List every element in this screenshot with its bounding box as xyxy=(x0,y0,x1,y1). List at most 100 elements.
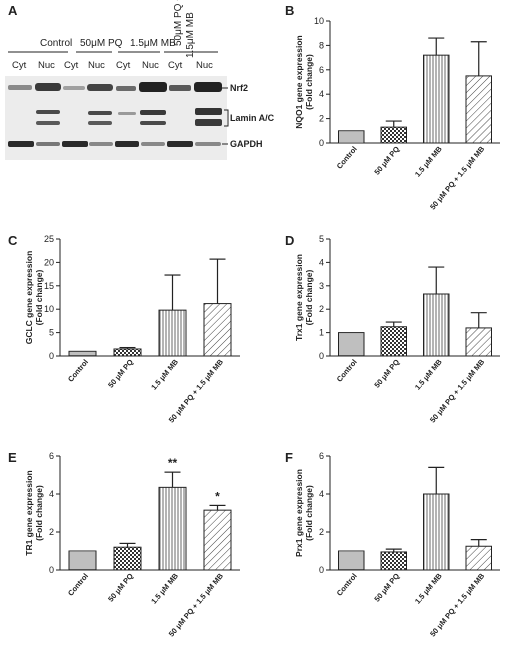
x-tick-label: 1.5 μM MB xyxy=(413,144,444,179)
blot-band-nrf2-4 xyxy=(87,84,113,91)
y-axis-label: GCLC gene expression xyxy=(24,251,34,345)
y-tick-label: 0 xyxy=(319,351,324,361)
blot-label-nrf2: Nrf2 xyxy=(230,83,248,93)
x-tick-label: 50 μM PQ xyxy=(372,571,401,603)
blot-condition-combo-line2: 1.5μM MB xyxy=(185,12,196,58)
blot-band-lamin-6a xyxy=(140,110,166,115)
blot-fraction-2: Nuc xyxy=(38,60,55,71)
blot-band-lamin-8b xyxy=(195,119,222,126)
blot-band-nrf2-1 xyxy=(8,85,32,90)
y-tick-label: 8 xyxy=(319,40,324,50)
panel-letter-e: E xyxy=(8,450,17,465)
panel-letter-a: A xyxy=(8,3,18,18)
y-tick-label: 0 xyxy=(319,138,324,148)
x-tick-label: Control xyxy=(66,358,90,384)
y-tick-label: 15 xyxy=(44,281,54,291)
blot-fraction-3: Cyt xyxy=(64,60,79,71)
blot-fraction-8: Nuc xyxy=(196,60,213,71)
y-tick-label: 5 xyxy=(49,328,54,338)
blot-label-lamin: Lamin A/C xyxy=(230,113,275,123)
bar xyxy=(465,75,492,144)
panel-letter-b: B xyxy=(285,3,294,18)
significance-marker: * xyxy=(215,489,220,503)
chart-panel-b: B 0 2 4 6 8 10 NQO1 gene expression (Fold change… xyxy=(285,3,500,211)
y-tick-label: 4 xyxy=(319,489,324,499)
blot-condition-combo-line1: 50μM PQ + xyxy=(173,0,184,46)
x-tick-label: 1.5 μM MB xyxy=(149,571,180,606)
blot-band-nrf2-6 xyxy=(139,82,167,92)
y-axis-label-units: (Fold change) xyxy=(304,269,314,325)
blot-condition-mb: 1.5μM MB xyxy=(130,38,176,49)
bar xyxy=(338,130,365,144)
x-tick-label: Control xyxy=(335,572,359,598)
blot-label-gapdh: GAPDH xyxy=(230,139,263,149)
y-axis-label: TR1 gene expression xyxy=(24,470,34,556)
y-tick-label: 2 xyxy=(319,304,324,314)
blot-band-lamin-4a xyxy=(88,111,112,115)
blot-fraction-7: Cyt xyxy=(168,60,183,71)
blot-band-gapdh-6 xyxy=(141,142,165,146)
bar xyxy=(380,326,407,357)
chart-panel-c: C 0 5 10 15 20 25 GCLC gene expression (Fold cha… xyxy=(8,233,240,424)
y-axis-label-units: (Fold change) xyxy=(34,269,44,325)
panel-letter-d: D xyxy=(285,233,294,248)
blot-band-gapdh-2 xyxy=(36,142,60,146)
y-tick-label: 6 xyxy=(319,65,324,75)
blot-lamin-bracket xyxy=(224,109,229,127)
y-axis-label-units: (Fold change) xyxy=(304,54,314,110)
blot-band-lamin-2a xyxy=(36,110,60,114)
bar xyxy=(465,545,492,571)
western-blot-panel: A Control 50μM PQ 1.5μM MB 50μM PQ + 1.5… xyxy=(5,0,275,160)
bar xyxy=(113,348,142,357)
y-tick-label: 0 xyxy=(49,565,54,575)
panel-letter-c: C xyxy=(8,233,18,248)
blot-band-nrf2-2 xyxy=(35,83,61,91)
blot-band-lamin-2b xyxy=(36,121,60,125)
x-tick-label: 50 μM PQ xyxy=(372,144,401,176)
bar xyxy=(423,293,450,357)
y-tick-label: 25 xyxy=(44,234,54,244)
blot-condition-control: Control xyxy=(40,38,72,49)
blot-band-nrf2-3 xyxy=(63,86,85,90)
blot-band-nrf2-7 xyxy=(169,85,191,91)
y-tick-label: 0 xyxy=(49,351,54,361)
bar xyxy=(203,509,232,571)
y-tick-label: 5 xyxy=(319,234,324,244)
chart-panel-d: D 0 1 2 3 4 5 Trx1 gene expression (Fold change)… xyxy=(285,233,500,424)
blot-fraction-1: Cyt xyxy=(12,60,27,71)
y-tick-label: 6 xyxy=(49,451,54,461)
x-tick-label: 50 μM PQ xyxy=(106,357,135,389)
blot-band-nrf2-5 xyxy=(116,86,136,91)
x-tick-label: 1.5 μM MB xyxy=(413,357,444,392)
y-axis-label-units: (Fold change) xyxy=(34,485,44,541)
y-tick-label: 6 xyxy=(319,451,324,461)
bar xyxy=(68,550,97,571)
bar xyxy=(158,486,187,571)
bar xyxy=(338,332,365,357)
x-tick-label: 1.5 μM MB xyxy=(149,357,180,392)
bar xyxy=(113,546,142,571)
bar xyxy=(380,551,407,571)
chart-panel-e: E 0 2 4 6 TR1 gene expression (Fold change) Con… xyxy=(8,450,240,638)
panel-letter-f: F xyxy=(285,450,293,465)
y-tick-label: 0 xyxy=(319,565,324,575)
y-tick-label: 2 xyxy=(319,114,324,124)
blot-band-lamin-4b xyxy=(88,121,112,125)
y-tick-label: 4 xyxy=(319,257,324,267)
y-axis-label: Prx1 gene expression xyxy=(294,469,304,557)
bar xyxy=(68,350,97,357)
x-tick-label: Control xyxy=(335,145,359,171)
blot-fraction-6: Nuc xyxy=(142,60,159,71)
y-tick-label: 10 xyxy=(314,16,324,26)
blot-band-nrf2-8 xyxy=(194,82,222,92)
y-axis-label: Trx1 gene expression xyxy=(294,254,304,341)
y-axis-label: NQO1 gene expression xyxy=(294,35,304,129)
bar xyxy=(465,327,492,357)
y-tick-label: 10 xyxy=(44,304,54,314)
y-tick-label: 2 xyxy=(319,527,324,537)
bar xyxy=(380,126,407,144)
bar xyxy=(423,54,450,144)
blot-fraction-5: Cyt xyxy=(116,60,131,71)
blot-band-gapdh-3 xyxy=(62,141,88,147)
